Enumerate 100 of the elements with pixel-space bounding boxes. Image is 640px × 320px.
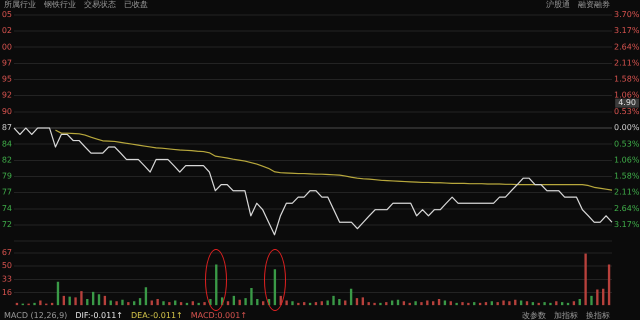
bar [104, 296, 106, 306]
bar [320, 301, 323, 306]
bar [262, 301, 264, 306]
text: 改参数 [522, 310, 546, 320]
bar [168, 302, 171, 306]
y-tick-label: 1.06% [614, 90, 640, 100]
bar [538, 302, 540, 306]
text: 换指标 [586, 310, 610, 320]
text: 沪股通 [546, 0, 570, 10]
y-tick-label: 1.06% [614, 156, 640, 165]
bar [514, 300, 516, 306]
text: MACD:0.001↑ [190, 311, 248, 320]
y-tick-label: 0.00% [614, 123, 640, 132]
y-tick-label: 2.11% [614, 188, 640, 197]
bar [86, 298, 88, 306]
bar [110, 300, 112, 306]
bar [362, 297, 364, 306]
bar [385, 302, 388, 306]
bar [520, 300, 522, 306]
bar [344, 300, 346, 306]
bar [473, 302, 476, 306]
bar [156, 298, 159, 306]
bar [150, 300, 153, 306]
text: 74 [2, 204, 12, 213]
text: 钢铁行业 [44, 0, 76, 10]
y-tick-label: 1.58% [614, 74, 640, 84]
bar [144, 287, 148, 306]
bar [127, 302, 130, 306]
y-tick-label: 3.17% [614, 26, 640, 36]
text: 00 [2, 42, 12, 52]
bar [432, 301, 434, 306]
text: 已收盘 [124, 0, 148, 10]
bar [578, 298, 581, 306]
bar [303, 302, 306, 306]
bar [444, 300, 446, 306]
text: MACD (12,26,9) [4, 311, 68, 320]
text: 90 [2, 106, 12, 116]
bar [92, 292, 94, 306]
bar [192, 301, 194, 306]
bar [285, 300, 288, 306]
bar [450, 301, 452, 306]
bar [326, 300, 329, 306]
bar [402, 301, 406, 306]
bar [350, 288, 352, 306]
bar [180, 302, 182, 306]
text: 4.90 [618, 98, 636, 108]
text: 融资融券 [578, 0, 610, 10]
y-tick-label: 16 [2, 288, 12, 297]
bar [543, 302, 546, 306]
y-tick-label: 1.58% [614, 171, 640, 180]
y-tick-label: 33 [2, 274, 12, 284]
text: 92 [2, 90, 12, 100]
text: 79 [2, 171, 12, 180]
y-tick-label: 50 [2, 261, 12, 270]
text: 所属行业 [4, 0, 36, 10]
bar [232, 296, 236, 306]
bar [467, 302, 470, 306]
bar [133, 301, 136, 306]
y-tick-label: 3.17% [614, 220, 640, 230]
text: 97 [2, 58, 12, 68]
bar [572, 301, 576, 306]
bar [80, 291, 83, 306]
text: 02 [2, 26, 12, 36]
bar [62, 296, 66, 306]
bar [368, 302, 370, 306]
text: 05 [2, 10, 12, 19]
bar [555, 301, 558, 306]
y-tick-label: 2.11% [614, 58, 640, 68]
bar [297, 302, 300, 306]
text: DIF:-0.011↑ [75, 311, 123, 320]
text: DEA:-0.011↑ [131, 311, 183, 320]
text: 84 [2, 139, 12, 148]
bar [584, 254, 587, 306]
text: 87 [2, 123, 12, 132]
bar [379, 302, 382, 306]
y-tick-label: 3.70% [614, 10, 640, 19]
y-tick-label: 67 [2, 248, 12, 257]
bar [215, 264, 218, 306]
text: 82 [2, 156, 12, 165]
bar [496, 302, 499, 306]
bar [256, 298, 258, 306]
bar [244, 298, 247, 306]
bar [408, 302, 411, 306]
text: 加指标 [554, 310, 578, 320]
bar [198, 302, 200, 306]
bar [115, 301, 118, 306]
bar [478, 302, 482, 306]
bar [68, 296, 71, 306]
bar [274, 269, 276, 306]
bar [560, 302, 564, 306]
bar [455, 302, 458, 306]
y-tick-label: 2.64% [614, 204, 640, 213]
text: 交易状态 [84, 0, 116, 10]
bar [174, 300, 176, 306]
bar [390, 300, 394, 306]
bar [39, 300, 42, 306]
bar [490, 301, 493, 306]
y-tick-label: 0.53% [614, 106, 640, 116]
text: 77 [2, 188, 12, 197]
bar [426, 300, 428, 306]
